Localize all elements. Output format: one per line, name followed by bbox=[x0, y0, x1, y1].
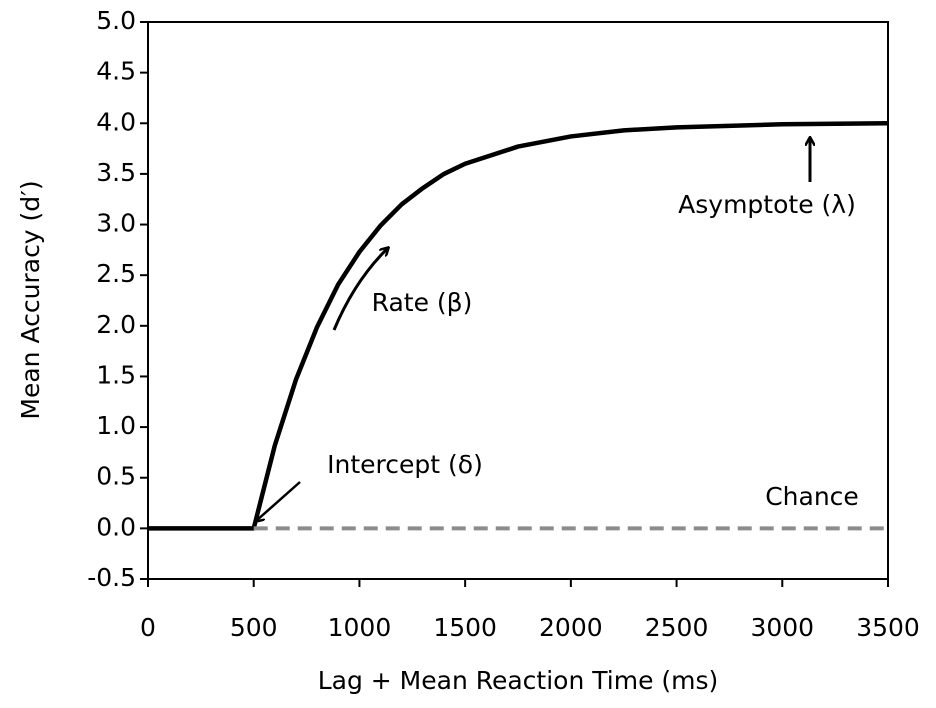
y-tick-label: 4.5 bbox=[96, 57, 136, 86]
x-tick-label: 2500 bbox=[645, 613, 709, 642]
y-tick-label: 0.0 bbox=[96, 512, 136, 541]
annotation: Asymptote (λ) bbox=[678, 190, 856, 219]
annotation: Intercept (δ) bbox=[327, 450, 483, 479]
x-tick-label: 3000 bbox=[750, 613, 814, 642]
x-tick-label: 1000 bbox=[328, 613, 392, 642]
x-tick-label: 1500 bbox=[433, 613, 497, 642]
rate-arrow bbox=[332, 248, 388, 331]
series-line bbox=[148, 121, 889, 531]
y-tick-label: 1.5 bbox=[96, 360, 136, 389]
x-tick-label: 3500 bbox=[856, 613, 920, 642]
y-tick-label: 2.5 bbox=[96, 259, 136, 288]
intercept-arrow bbox=[256, 481, 301, 521]
y-tick-label: -0.5 bbox=[87, 563, 136, 592]
y-tick-label: 3.5 bbox=[96, 158, 136, 187]
plot-frame bbox=[147, 21, 889, 580]
y-tick-label: 5.0 bbox=[96, 6, 136, 35]
x-tick-label: 500 bbox=[230, 613, 278, 642]
y-tick-label: 3.0 bbox=[96, 209, 136, 238]
x-axis-title: Lag + Mean Reaction Time (ms) bbox=[318, 666, 719, 695]
annotation: Rate (β) bbox=[372, 288, 473, 317]
x-tick-label: 0 bbox=[140, 613, 156, 642]
y-tick-label: 1.0 bbox=[96, 411, 136, 440]
y-tick-label: 2.0 bbox=[96, 310, 136, 339]
y-axis-title: Mean Accuracy (d′) bbox=[16, 180, 45, 419]
y-tick-label: 0.5 bbox=[96, 462, 136, 491]
y-tick-label: 4.0 bbox=[96, 107, 136, 136]
x-tick-label: 2000 bbox=[539, 613, 603, 642]
chance-label: Chance bbox=[765, 482, 859, 511]
